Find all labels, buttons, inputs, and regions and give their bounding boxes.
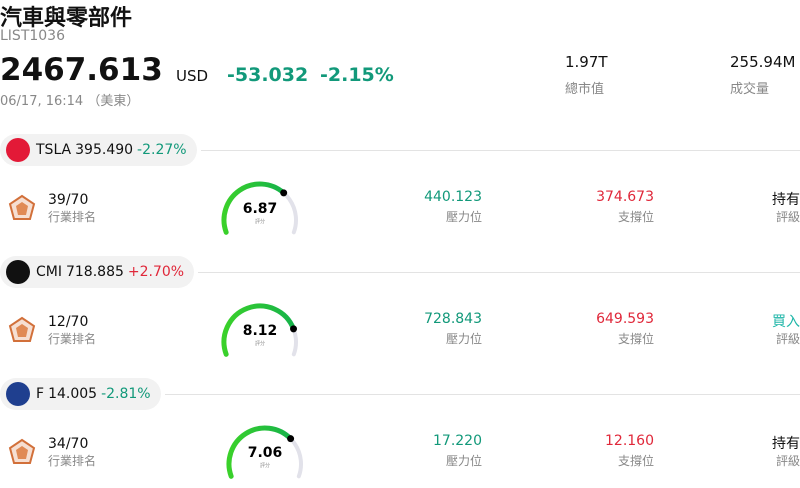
change-pct: -2.15%	[320, 64, 394, 86]
support-label: 支撐位	[617, 332, 654, 346]
icon-inner	[16, 202, 28, 215]
support-label: 支撐位	[617, 454, 654, 468]
gauge-dot	[280, 189, 288, 197]
stat-value: 1.97T	[565, 53, 608, 71]
resistance: 728.843	[424, 311, 482, 327]
stat-label: 總市值	[565, 82, 605, 97]
ticker: CMI	[36, 264, 62, 280]
rank-icon	[8, 316, 36, 342]
resistance-label: 壓力位	[445, 332, 482, 346]
rank-label: 行業排名	[48, 454, 97, 468]
rank-icon	[8, 194, 36, 220]
rating: 持有	[772, 192, 800, 208]
gauge-dot	[290, 325, 298, 333]
stock-price: 14.005	[48, 386, 98, 402]
support-label: 支撐位	[617, 210, 654, 224]
gauge-value	[221, 303, 297, 357]
stock-price: 395.490	[75, 142, 134, 158]
rating: 持有	[772, 436, 800, 452]
resistance: 17.220	[433, 433, 482, 449]
separator	[198, 272, 800, 273]
stock-price: 718.885	[65, 264, 124, 280]
score: 7.06	[248, 445, 283, 461]
score-label: 評分	[255, 218, 265, 225]
rank-label: 行業排名	[48, 332, 97, 346]
stock-pill[interactable]: CMI 718.885 +2.70%	[0, 256, 195, 288]
rank: 39/70	[48, 192, 89, 208]
rank: 34/70	[48, 436, 89, 452]
rating-label: 評級	[775, 332, 800, 346]
price: 2467.613	[0, 52, 163, 88]
stock-change: -2.27%	[137, 142, 187, 158]
rating-label: 評級	[775, 210, 800, 224]
gauge-value	[226, 425, 294, 479]
icon-inner	[16, 446, 28, 459]
stat-value: 255.94M	[730, 53, 796, 71]
stock-change: -2.81%	[101, 386, 151, 402]
currency: USD	[176, 67, 209, 85]
code: LIST1036	[0, 28, 65, 44]
support: 374.673	[596, 189, 654, 205]
resistance: 440.123	[424, 189, 482, 205]
resistance-label: 壓力位	[445, 454, 482, 468]
time: 06/17, 16:14 （美東）	[0, 94, 140, 109]
support: 12.160	[605, 433, 654, 449]
gauge-value	[221, 181, 287, 235]
change: -53.032	[227, 64, 309, 86]
separator	[164, 394, 800, 395]
stock-pill[interactable]: TSLA 395.490 -2.27%	[0, 134, 197, 166]
support: 649.593	[596, 311, 654, 327]
rating-label: 評級	[775, 454, 800, 468]
stock-change: +2.70%	[127, 264, 185, 280]
score-label: 評分	[260, 462, 270, 469]
stock-pill[interactable]: F 14.005 -2.81%	[0, 378, 161, 410]
score: 8.12	[243, 323, 278, 339]
separator	[200, 150, 800, 151]
title: 汽車與零部件	[0, 6, 133, 31]
ticker: TSLA	[36, 142, 72, 158]
rank-label: 行業排名	[48, 210, 97, 224]
score: 6.87	[243, 201, 278, 217]
stat-label: 成交量	[730, 82, 770, 97]
icon-inner	[16, 324, 28, 337]
rank: 12/70	[48, 314, 89, 330]
resistance-label: 壓力位	[445, 210, 482, 224]
gauge-dot	[287, 435, 295, 443]
logo	[6, 382, 30, 406]
score-label: 評分	[255, 340, 265, 347]
rank-icon	[8, 438, 36, 464]
logo	[6, 260, 30, 284]
logo	[6, 138, 30, 162]
rating: 買入	[772, 314, 800, 330]
ticker: F	[36, 386, 45, 402]
